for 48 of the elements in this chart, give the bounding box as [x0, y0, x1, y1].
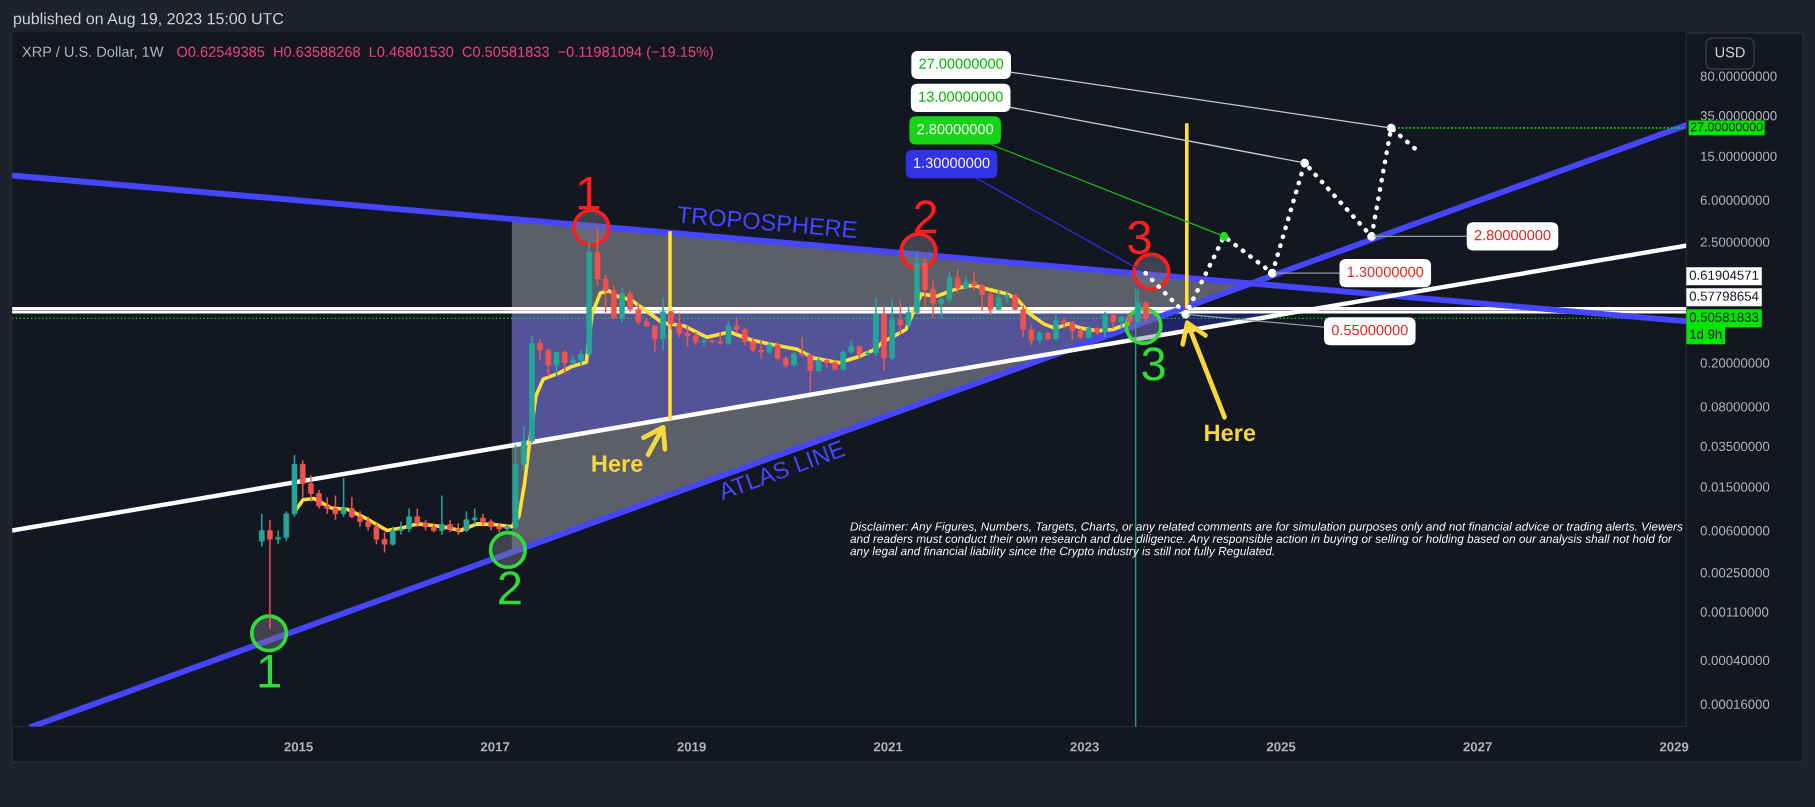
- annotation: 27.00000000: [919, 58, 1004, 69]
- y-tick-label: 0.00040000: [1700, 655, 1770, 666]
- data-label: 27.00000000: [1690, 122, 1763, 132]
- annotation: 13.00000000: [919, 91, 1003, 102]
- annotation: 2.80000000: [1474, 229, 1551, 241]
- annotation: 1.30000000: [1347, 266, 1424, 278]
- y-tick-label: 6.00000000: [1700, 195, 1770, 205]
- annotation: 1: [259, 655, 280, 688]
- text: O0.62549385 H0.63588268 L0.46801530 C0.50581833 −0.11981094 (−19.15%): [177, 46, 713, 60]
- x-tick-label: 2025: [1266, 742, 1296, 752]
- text: 1d 9h: [1690, 329, 1722, 339]
- x-tick-label: 2023: [1070, 742, 1099, 752]
- ref-line-label: 0.61904571: [1689, 270, 1759, 280]
- annotation: 1: [578, 177, 600, 210]
- y-tick-label: 0.00250000: [1700, 568, 1770, 578]
- x-tick-label: 2017: [480, 742, 510, 752]
- text: published on Aug 19, 2023 15:00 UTC: [14, 12, 284, 28]
- x-tick-label: 2029: [1659, 742, 1689, 752]
- text: XRP / U.S. Dollar, 1W: [22, 46, 164, 59]
- y-tick-label: 2.50000000: [1700, 237, 1770, 247]
- annotation: 3: [1142, 347, 1165, 381]
- annotation: 2: [914, 200, 937, 234]
- y-tick-label: 80.00000000: [1700, 71, 1777, 81]
- annotation: 0.55000000: [1331, 324, 1408, 336]
- series-label: TROPOSPHERE: [676, 206, 858, 239]
- y-tick-label: 15.00000000: [1701, 151, 1777, 161]
- y-tick-label: 0.08000000: [1700, 402, 1770, 412]
- x-tick-label: 2021: [873, 742, 903, 752]
- x-tick-label: 2027: [1463, 742, 1492, 752]
- y-tick-label: 0.00016000: [1700, 699, 1770, 709]
- annotation: 1.30000000: [914, 157, 990, 169]
- y-tick-label: 0.20000000: [1700, 358, 1770, 368]
- y-tick-label: 0.00600000: [1700, 526, 1770, 536]
- x-tick-label: 2015: [284, 742, 313, 752]
- y-axis-title: USD: [1715, 47, 1745, 58]
- y-tick-label: 35.00000000: [1700, 111, 1777, 121]
- text: ATLAS LINE: [716, 439, 846, 501]
- ref-line-label: 0.50581833: [1689, 312, 1759, 322]
- y-tick-label: 0.01500000: [1700, 482, 1770, 492]
- ref-line-label: 0.57798654: [1689, 291, 1759, 301]
- annotation: 2: [499, 571, 521, 605]
- annotation: 2.80000000: [917, 123, 994, 135]
- x-tick-label: 2019: [677, 742, 706, 752]
- annotation: Here: [1205, 424, 1256, 442]
- y-tick-label: 0.03500000: [1700, 441, 1770, 452]
- y-tick-label: 0.00110000: [1700, 607, 1769, 617]
- annotation: 3: [1128, 220, 1151, 255]
- annotation: Here: [592, 455, 643, 472]
